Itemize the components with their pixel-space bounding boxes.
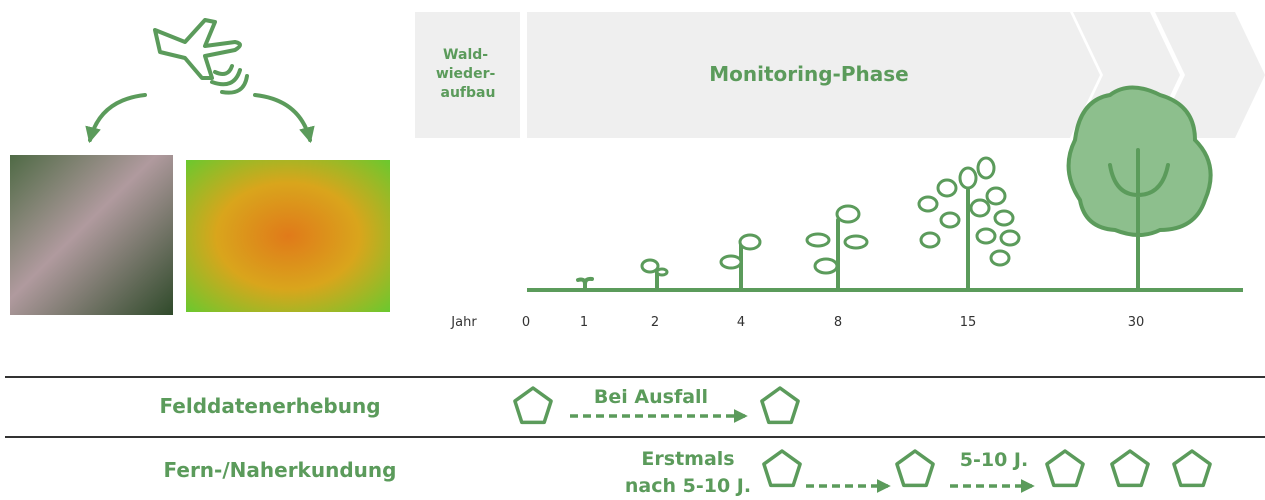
phase-label-line: Wald- bbox=[443, 47, 488, 63]
row-label: Fern-/Naherkundung bbox=[164, 458, 397, 482]
pentagon bbox=[762, 388, 798, 422]
pentagon bbox=[515, 388, 551, 422]
pentagon bbox=[764, 451, 800, 485]
arrow bbox=[255, 95, 310, 140]
phase-label-line: aufbau bbox=[441, 85, 496, 101]
diagram: Wald- wieder- aufbau Monitoring-Phase Ja… bbox=[0, 0, 1265, 500]
note: nach 5-10 J. bbox=[625, 475, 751, 497]
pentagon bbox=[897, 451, 933, 485]
lidar-image bbox=[186, 160, 390, 312]
timeline-label: Jahr bbox=[450, 315, 477, 330]
note: 5-10 J. bbox=[960, 449, 1028, 471]
phase-title: Monitoring-Phase bbox=[709, 62, 908, 86]
phase-label: Wald- wieder- aufbau bbox=[436, 47, 500, 101]
note: Bei Ausfall bbox=[594, 386, 708, 408]
note: Erstmals bbox=[641, 448, 734, 470]
year-label: 8 bbox=[834, 315, 842, 330]
phase-label-line: wieder- bbox=[436, 66, 496, 82]
aerial-photo bbox=[10, 155, 173, 315]
timeline: Jahr 0 1 2 4 8 15 30 bbox=[450, 315, 1144, 330]
year-label: 30 bbox=[1128, 315, 1145, 330]
year-label: 0 bbox=[522, 315, 530, 330]
plane-icon bbox=[155, 20, 247, 93]
pentagon bbox=[1047, 451, 1083, 485]
year-label: 15 bbox=[960, 315, 977, 330]
row-label: Felddatenerhebung bbox=[159, 394, 380, 418]
arrow bbox=[90, 95, 145, 140]
pentagon bbox=[1174, 451, 1210, 485]
pentagon bbox=[1112, 451, 1148, 485]
year-label: 4 bbox=[737, 315, 745, 330]
year-label: 2 bbox=[651, 315, 659, 330]
year-label: 1 bbox=[580, 315, 588, 330]
